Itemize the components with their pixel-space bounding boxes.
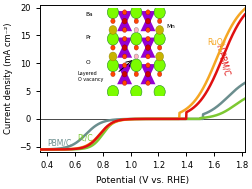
X-axis label: Potential (V vs. RHE): Potential (V vs. RHE) (96, 176, 188, 185)
Y-axis label: Current density (mA cm⁻²): Current density (mA cm⁻²) (4, 23, 13, 134)
Text: H-PBM/C: H-PBM/C (213, 43, 231, 77)
Text: RuO₂: RuO₂ (206, 38, 225, 47)
Text: Pt/C: Pt/C (77, 134, 93, 143)
Text: PBM/C: PBM/C (47, 139, 71, 148)
